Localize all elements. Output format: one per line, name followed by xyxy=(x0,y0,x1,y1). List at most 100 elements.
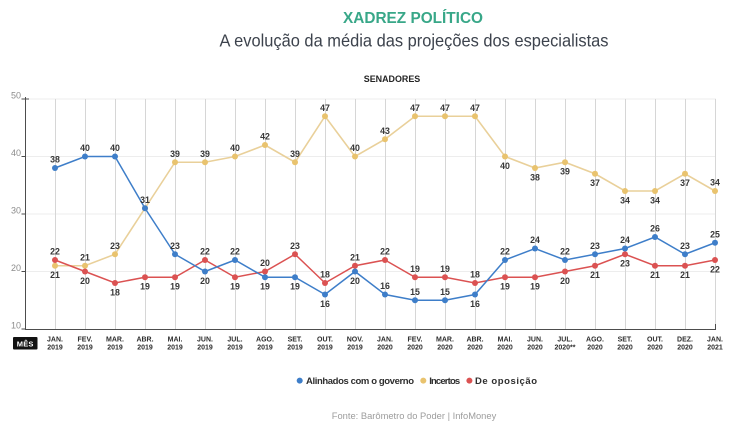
svg-text:20: 20 xyxy=(11,263,21,273)
svg-text:FEV.: FEV. xyxy=(78,337,93,344)
svg-text:22: 22 xyxy=(500,247,510,257)
svg-text:MAI.: MAI. xyxy=(498,337,513,344)
svg-text:2019: 2019 xyxy=(227,345,243,352)
svg-text:47: 47 xyxy=(440,103,450,113)
svg-text:JUL.: JUL. xyxy=(227,337,242,344)
svg-text:OUT.: OUT. xyxy=(317,337,333,344)
svg-text:34: 34 xyxy=(620,195,630,205)
svg-text:40: 40 xyxy=(230,143,240,153)
svg-text:47: 47 xyxy=(470,103,480,113)
svg-text:19: 19 xyxy=(140,282,150,292)
svg-text:MAR.: MAR. xyxy=(106,337,124,344)
svg-text:ABR.: ABR. xyxy=(466,337,483,344)
svg-text:39: 39 xyxy=(200,149,210,159)
svg-text:2020: 2020 xyxy=(407,345,423,352)
svg-text:De oposição: De oposição xyxy=(475,376,537,387)
svg-text:22: 22 xyxy=(230,247,240,257)
svg-text:22: 22 xyxy=(200,247,210,257)
svg-text:JAN.: JAN. xyxy=(47,337,63,344)
svg-text:19: 19 xyxy=(230,282,240,292)
svg-text:DEZ.: DEZ. xyxy=(677,337,693,344)
svg-text:2019: 2019 xyxy=(107,345,123,352)
svg-text:SET.: SET. xyxy=(618,337,633,344)
svg-text:SENADORES: SENADORES xyxy=(364,74,421,85)
svg-text:2019: 2019 xyxy=(137,345,153,352)
svg-text:21: 21 xyxy=(680,270,690,280)
svg-text:2020: 2020 xyxy=(377,345,393,352)
svg-text:JAN.: JAN. xyxy=(707,337,723,344)
svg-text:FEV.: FEV. xyxy=(408,337,423,344)
svg-text:2019: 2019 xyxy=(77,345,93,352)
svg-text:50: 50 xyxy=(11,91,21,101)
svg-text:2019: 2019 xyxy=(287,345,303,352)
svg-text:2019: 2019 xyxy=(317,345,333,352)
svg-text:18: 18 xyxy=(320,270,330,280)
svg-text:2021: 2021 xyxy=(707,345,723,352)
svg-text:23: 23 xyxy=(290,241,300,251)
svg-text:15: 15 xyxy=(410,287,420,297)
svg-text:JUN.: JUN. xyxy=(197,337,213,344)
svg-text:Fonte: Barômetro do Poder | In: Fonte: Barômetro do Poder | InfoMoney xyxy=(332,411,497,421)
svg-text:23: 23 xyxy=(110,241,120,251)
svg-text:2020: 2020 xyxy=(437,345,453,352)
svg-text:16: 16 xyxy=(380,281,390,291)
svg-text:2019: 2019 xyxy=(197,345,213,352)
svg-text:20: 20 xyxy=(80,276,90,286)
svg-text:42: 42 xyxy=(260,132,270,142)
svg-text:38: 38 xyxy=(50,155,60,165)
svg-text:2019: 2019 xyxy=(47,345,63,352)
svg-text:21: 21 xyxy=(650,270,660,280)
svg-text:21: 21 xyxy=(80,252,90,262)
svg-text:20: 20 xyxy=(200,276,210,286)
svg-text:19: 19 xyxy=(170,282,180,292)
svg-text:2020: 2020 xyxy=(647,345,663,352)
svg-text:19: 19 xyxy=(530,282,540,292)
svg-text:20: 20 xyxy=(350,276,360,286)
svg-text:47: 47 xyxy=(410,103,420,113)
svg-text:40: 40 xyxy=(500,161,510,171)
svg-text:ABR.: ABR. xyxy=(136,337,153,344)
svg-text:MAI.: MAI. xyxy=(168,337,183,344)
svg-text:40: 40 xyxy=(350,143,360,153)
svg-text:34: 34 xyxy=(710,178,720,188)
svg-text:MÊS: MÊS xyxy=(17,340,34,349)
svg-text:20: 20 xyxy=(560,276,570,286)
svg-text:XADREZ POLÍTICO: XADREZ POLÍTICO xyxy=(343,8,483,27)
svg-text:AGO.: AGO. xyxy=(586,337,604,344)
svg-text:A evolução da média das projeç: A evolução da média das projeções dos es… xyxy=(220,31,609,51)
svg-text:2020: 2020 xyxy=(677,345,693,352)
svg-text:34: 34 xyxy=(650,195,660,205)
svg-text:Alinhados com o governo: Alinhados com o governo xyxy=(306,376,414,387)
svg-text:39: 39 xyxy=(170,149,180,159)
svg-text:2020: 2020 xyxy=(527,345,543,352)
svg-text:23: 23 xyxy=(680,241,690,251)
svg-text:2020: 2020 xyxy=(617,345,633,352)
svg-text:40: 40 xyxy=(11,148,21,158)
svg-text:2019: 2019 xyxy=(257,345,273,352)
svg-text:OUT.: OUT. xyxy=(647,337,663,344)
svg-text:23: 23 xyxy=(170,241,180,251)
svg-text:19: 19 xyxy=(440,264,450,274)
svg-text:NOV.: NOV. xyxy=(347,337,364,344)
svg-text:37: 37 xyxy=(680,178,690,188)
svg-text:22: 22 xyxy=(710,264,720,274)
svg-text:19: 19 xyxy=(500,282,510,292)
svg-text:16: 16 xyxy=(470,299,480,309)
svg-text:2020**: 2020** xyxy=(554,345,575,352)
svg-text:25: 25 xyxy=(710,229,720,239)
svg-text:2020: 2020 xyxy=(467,345,483,352)
svg-text:22: 22 xyxy=(50,247,60,257)
svg-text:22: 22 xyxy=(560,247,570,257)
svg-text:19: 19 xyxy=(290,282,300,292)
svg-text:30: 30 xyxy=(11,206,21,216)
svg-text:19: 19 xyxy=(410,264,420,274)
svg-text:31: 31 xyxy=(140,195,150,205)
svg-text:40: 40 xyxy=(110,143,120,153)
svg-text:21: 21 xyxy=(350,252,360,262)
svg-text:JAN.: JAN. xyxy=(377,337,393,344)
svg-text:26: 26 xyxy=(650,224,660,234)
svg-text:47: 47 xyxy=(320,103,330,113)
svg-text:21: 21 xyxy=(590,270,600,280)
svg-text:43: 43 xyxy=(380,126,390,136)
svg-text:2020: 2020 xyxy=(587,345,603,352)
